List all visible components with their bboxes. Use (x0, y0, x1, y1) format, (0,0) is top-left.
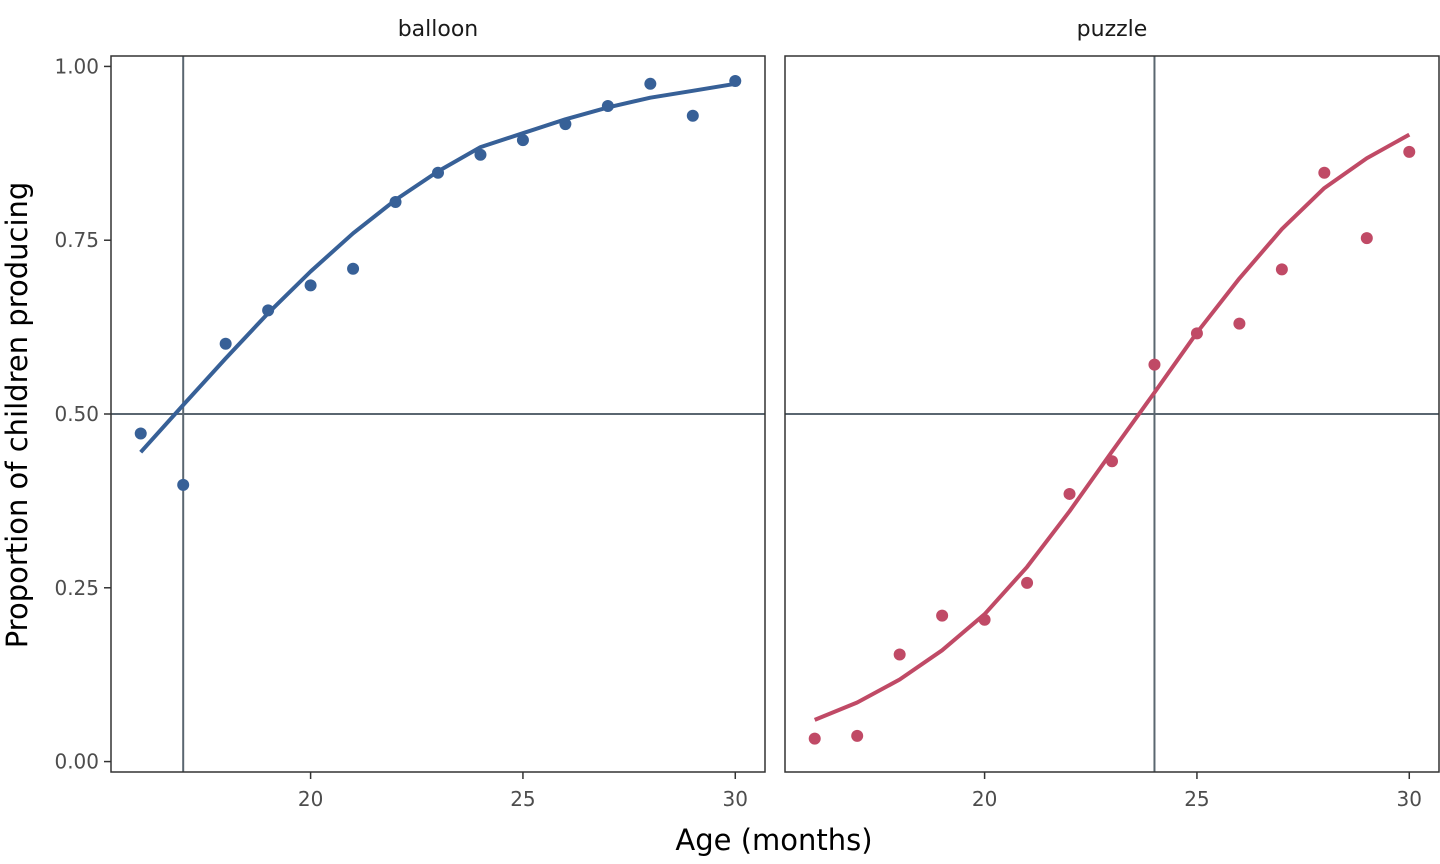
panel-title: puzzle (1077, 17, 1148, 42)
y-tick-label: 1.00 (54, 54, 99, 78)
fitted-curve (813, 132, 1411, 722)
y-tick-label: 0.00 (54, 750, 99, 774)
data-point (808, 732, 821, 745)
x-tick-label: 20 (298, 787, 323, 811)
data-point (936, 609, 949, 622)
data-point (347, 262, 360, 275)
data-point (978, 613, 991, 626)
panels-layer: balloon 20 25 30 puzzle 20 25 30 (110, 17, 1440, 811)
x-axis-title: Age (months) (675, 823, 872, 857)
data-point (1318, 166, 1331, 179)
panel-title: balloon (398, 17, 479, 42)
data-point (474, 148, 487, 161)
x-tick-label: 25 (510, 787, 535, 811)
data-point (134, 427, 147, 440)
data-point (1190, 327, 1203, 340)
data-point (1275, 263, 1288, 276)
fitted-curve (139, 81, 736, 454)
y-tick-label: 0.25 (54, 576, 99, 600)
data-point (1403, 145, 1416, 158)
panel-balloon: balloon 20 25 30 (110, 17, 766, 811)
data-point (729, 75, 742, 88)
data-point (1233, 317, 1246, 330)
panel-border (784, 55, 1440, 773)
data-point (516, 134, 529, 147)
x-tick-label: 20 (972, 787, 997, 811)
data-point (1021, 576, 1034, 589)
data-point (644, 77, 657, 90)
data-point (1360, 232, 1373, 245)
y-tick-label: 0.75 (54, 228, 99, 252)
data-point (1063, 487, 1076, 500)
x-tick-label: 25 (1184, 787, 1209, 811)
data-point (1106, 455, 1118, 468)
data-point (432, 166, 444, 179)
data-point (686, 109, 699, 122)
data-point (177, 478, 190, 491)
data-point (559, 118, 572, 131)
x-tick-label: 30 (723, 787, 748, 811)
x-tick-label: 30 (1397, 787, 1422, 811)
data-point (304, 279, 317, 292)
panel-puzzle: puzzle 20 25 30 (784, 17, 1440, 811)
data-point (219, 337, 232, 350)
y-axis-title: Proportion of children producing (0, 182, 34, 649)
y-axis: 0.00 0.25 0.50 0.75 1.00 (54, 54, 111, 774)
data-point (851, 729, 864, 742)
data-point (262, 304, 275, 317)
data-point (893, 648, 906, 661)
data-point (389, 195, 402, 208)
data-point (601, 100, 614, 113)
data-point (1148, 358, 1161, 371)
y-tick-label: 0.50 (54, 402, 99, 426)
